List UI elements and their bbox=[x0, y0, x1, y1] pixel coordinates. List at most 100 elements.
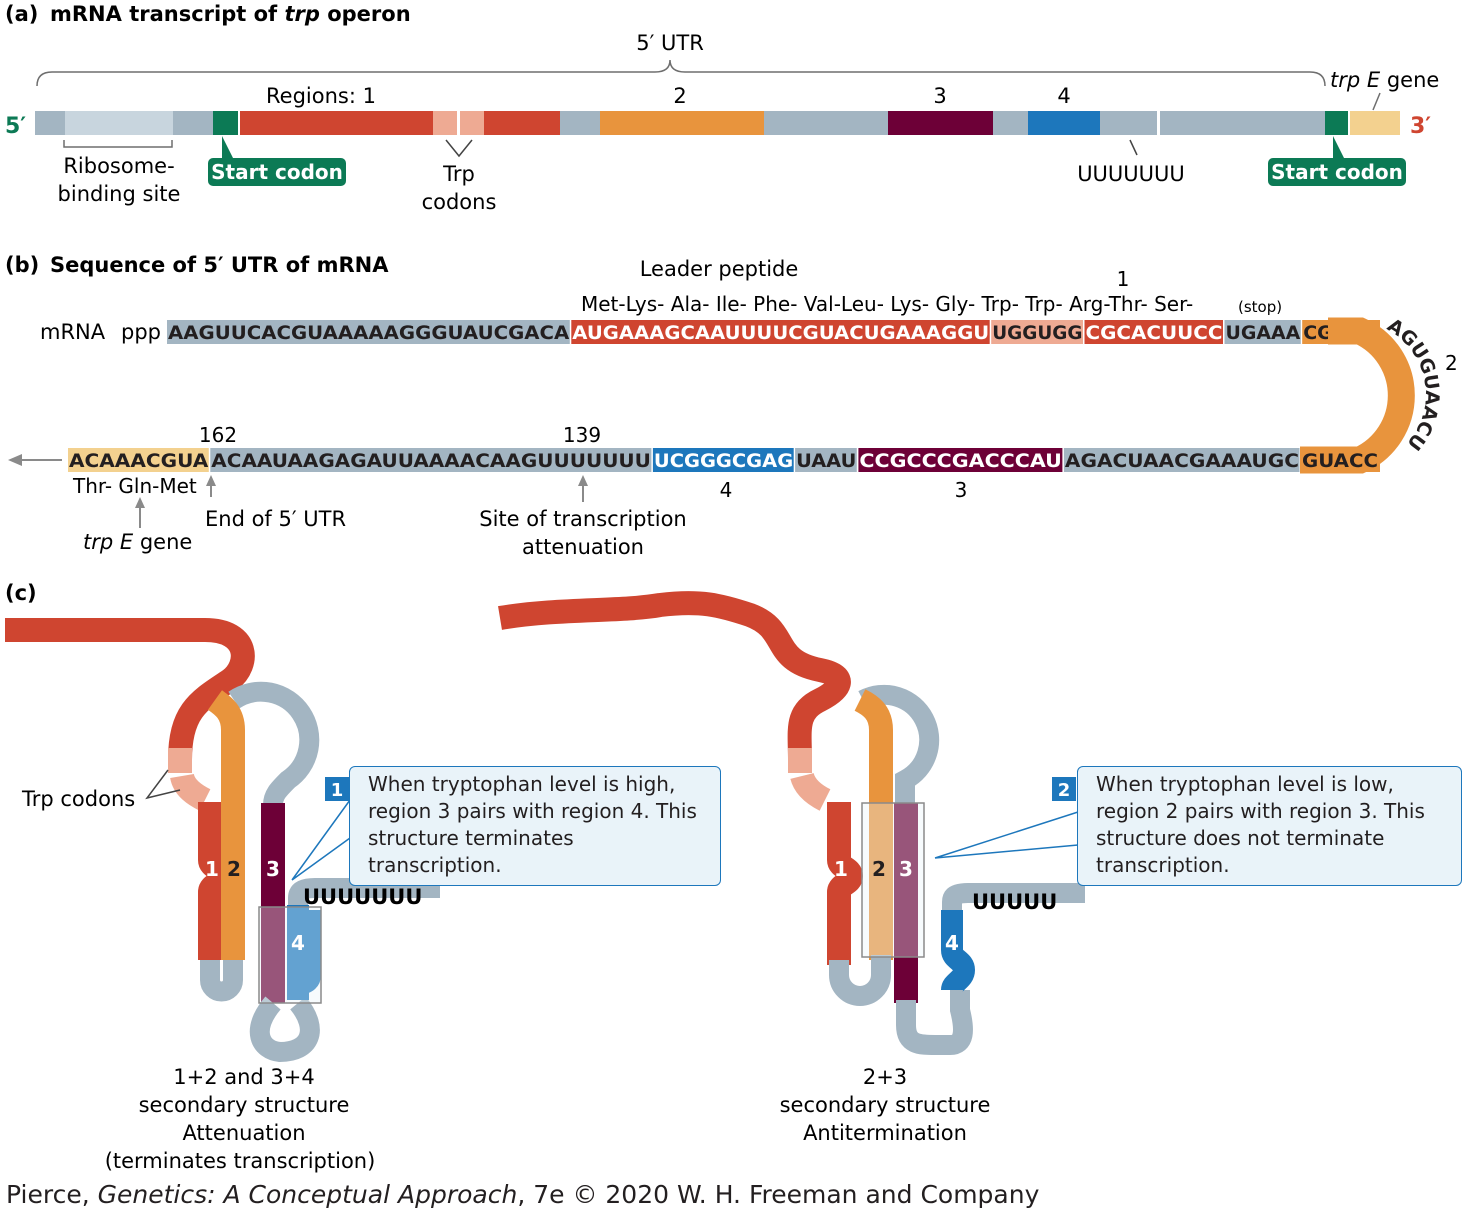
position-162: 162 bbox=[199, 423, 237, 447]
right-label-1: 1 bbox=[834, 857, 848, 881]
segment-region-3 bbox=[888, 111, 993, 135]
segment-grey bbox=[1160, 111, 1325, 135]
segment-trp-codon bbox=[460, 111, 484, 135]
ribosome-label-line1: Ribosome- bbox=[63, 154, 174, 178]
sequence-row-2: ACAAACGUA ACAAUAAGAGAUUAAAACAAGUUUUUUU UCG… bbox=[68, 448, 1380, 472]
right-caption-line2: secondary structure bbox=[780, 1093, 991, 1117]
sequence-text: ACAAUAAGAGAUUAAAACAAGUUUUUUU bbox=[211, 450, 651, 472]
sequence-segment-pink bbox=[991, 320, 1083, 344]
sequence-segment-grey bbox=[1224, 320, 1301, 344]
top-loop bbox=[228, 681, 320, 806]
left-label-2: 2 bbox=[227, 857, 241, 881]
end-utr-label: End of 5′ UTR bbox=[205, 507, 346, 531]
region-3-label: 3 bbox=[933, 84, 946, 108]
uuu-tail bbox=[288, 878, 440, 905]
region-2-label: 2 bbox=[673, 84, 686, 108]
ribosome-label-line2: binding site bbox=[58, 182, 181, 206]
left-label-4: 4 bbox=[291, 931, 305, 955]
sequence-segment-blue bbox=[652, 448, 794, 472]
right-label-4: 4 bbox=[945, 931, 959, 955]
five-prime-label: 5′ bbox=[5, 114, 26, 139]
leader-peptide-label: Leader peptide bbox=[640, 257, 799, 281]
badge-1-label: 1 bbox=[331, 780, 344, 801]
amino-acid-row: Met-Lys- Ala- Ile- Phe- Val-Leu- Lys- Gl… bbox=[581, 292, 1193, 316]
sequence-text: GUACC bbox=[1302, 450, 1378, 472]
segment-grey bbox=[173, 111, 213, 135]
sequence-segment-maroon bbox=[858, 448, 1063, 472]
sequence-segment-orange bbox=[1301, 448, 1380, 472]
antitermination-structure: 1 2 3 4 UUUUU 2 2+3 secondary structure … bbox=[498, 591, 1085, 1145]
region-4-stem bbox=[287, 905, 309, 995]
trp-codons-pointer bbox=[145, 769, 181, 800]
segment-grey bbox=[764, 111, 888, 135]
right-label-2: 2 bbox=[872, 857, 886, 881]
sequence-text: AUGAAAGCAAUUUUCGUACUGAAAGGU bbox=[572, 322, 989, 344]
utr-brace bbox=[36, 59, 1326, 87]
callout-high-tryptophan: When tryptophan level is high, region 3 … bbox=[349, 766, 721, 886]
sequence-text: AAGUUCACGUAAAAAGGGUAUCGACA bbox=[168, 322, 570, 344]
sequence-segment-red bbox=[571, 320, 990, 344]
utr-label: 5′ UTR bbox=[636, 31, 704, 55]
transcription-arrow-head bbox=[8, 454, 22, 466]
trp-codons-label: Trp codons bbox=[21, 787, 135, 811]
region-3-stem bbox=[261, 803, 285, 1003]
region-1-number: 1 bbox=[1117, 267, 1130, 291]
right-caption-line1: 2+3 bbox=[863, 1065, 907, 1089]
right-label-3: 3 bbox=[899, 857, 913, 881]
sequence-text: UAAU bbox=[796, 450, 856, 472]
pairing-box-34 bbox=[258, 906, 322, 1004]
start-codon-tag-1: Start codon bbox=[208, 136, 346, 186]
start-codon-label: Start codon bbox=[1271, 160, 1403, 184]
panel-c: (c) 1 2 3 bbox=[5, 581, 1085, 1173]
sequence-text: AGACUAACGAAAUGC bbox=[1065, 450, 1299, 472]
badge-2-label: 2 bbox=[1058, 780, 1071, 801]
trp-codon-segment bbox=[170, 772, 211, 811]
start-codon-tag-2: Start codon bbox=[1268, 136, 1406, 186]
sequence-text: UCGGGCGAG bbox=[654, 450, 793, 472]
segment-grey bbox=[560, 111, 600, 135]
ribosome-bracket bbox=[63, 140, 173, 148]
left-caption-line2: secondary structure bbox=[139, 1093, 350, 1117]
bottom-loop-12 bbox=[200, 960, 243, 1002]
left-caption-line1: 1+2 and 3+4 bbox=[173, 1065, 315, 1089]
sequence-text: UGGUGG bbox=[992, 322, 1082, 344]
right-region-4-stem bbox=[941, 910, 976, 993]
left-label-1: 1 bbox=[205, 857, 219, 881]
panel-a: (a) mRNA transcript of trp operon 5′ UTR… bbox=[5, 2, 1439, 214]
uuu-label: UUUUUUU bbox=[1077, 162, 1185, 186]
sequence-segment-grey bbox=[795, 448, 857, 472]
sequence-text: UGAAA bbox=[1226, 322, 1301, 344]
right-region-1-stem bbox=[827, 802, 864, 965]
right-bottom-loop-12 bbox=[829, 955, 891, 1006]
panel-b-title: Sequence of 5′ UTR of mRNA bbox=[50, 253, 389, 277]
ppp-label: ppp bbox=[121, 320, 161, 344]
right-trp-codon-segment bbox=[790, 772, 831, 811]
attenuation-label-line2: attenuation bbox=[522, 535, 644, 559]
mrna-label: mRNA bbox=[40, 320, 106, 344]
left-uuu-label: UUUUUUU bbox=[303, 885, 422, 909]
callout-low-tryptophan: When tryptophan level is low, region 2 p… bbox=[1077, 766, 1462, 886]
panel-b-label: (b) bbox=[5, 253, 39, 277]
pairing-box-23 bbox=[861, 802, 925, 958]
credit-line: Pierce, Genetics: A Conceptual Approach,… bbox=[6, 1180, 1040, 1209]
right-top-loop bbox=[858, 684, 940, 805]
sequence-segment-grey bbox=[167, 320, 570, 344]
trpE-gene-label-b: trp E gene bbox=[83, 530, 192, 554]
left-label-3: 3 bbox=[266, 857, 280, 881]
three-prime-label: 3′ bbox=[1410, 114, 1431, 139]
sequence-segment-red bbox=[1084, 320, 1223, 344]
sequence-text: CCGCCCGACCCAU bbox=[859, 450, 1062, 472]
bottom-loop-34 bbox=[249, 996, 320, 1063]
region-1-strand bbox=[5, 618, 255, 761]
regions-label: Regions: 1 bbox=[266, 84, 376, 108]
sequence-text: CGCACUUCC bbox=[1086, 322, 1223, 344]
thr-gln-met-label: Thr- Gln-Met bbox=[72, 474, 197, 498]
segment-ribosome-binding-site bbox=[65, 111, 173, 135]
sequence-segment-grey bbox=[210, 448, 652, 472]
stop-label: (stop) bbox=[1238, 298, 1282, 316]
region-2-stem bbox=[208, 690, 245, 960]
callout-1-pointer bbox=[291, 799, 351, 881]
sequence-segment-grey bbox=[1063, 448, 1300, 472]
left-caption-line4: (terminates transcription) bbox=[105, 1149, 376, 1173]
